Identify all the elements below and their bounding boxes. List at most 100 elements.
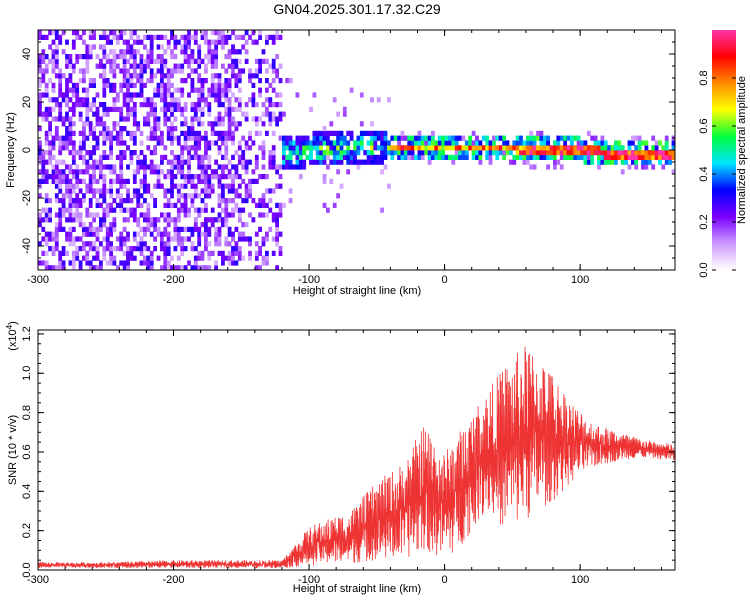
spectrogram-cell [217,73,222,79]
spectrogram-cell [68,169,73,175]
spectrogram-cell [163,193,168,199]
spectrogram-cell [542,154,547,160]
spectrogram-cell [85,44,90,50]
spectrogram-cell [112,226,117,232]
spectrogram-cell [146,63,151,69]
spectrogram-cell [38,106,42,112]
spectrogram-cell [126,250,130,256]
spectrogram-cell [38,212,42,218]
spectrogram-cell [285,140,290,146]
spectrogram-cell [61,159,66,165]
spectrogram-cell [48,106,52,112]
spectrogram-cell [160,231,164,237]
spectrogram-cell [417,154,422,160]
spectrogram-cell [183,159,188,165]
spectrogram-cell [132,140,137,146]
spectrogram-cell [295,145,300,151]
spectrogram-cell [217,34,222,40]
spectrogram-cell [254,121,259,127]
spectrogram-cell [349,150,354,156]
spectrogram-cell [248,130,252,136]
spectrogram-cell [661,150,666,156]
spectrogram-cell [122,92,127,98]
spectrogram-cell [254,159,259,165]
spectrogram-cell [92,102,96,108]
spectrogram-cell [82,39,86,45]
spectrogram-cell [258,68,262,74]
spectrogram-cell [92,255,96,261]
spectrogram-cell [539,150,544,156]
spectrogram-cell [71,130,76,136]
spectrogram-cell [437,145,442,151]
spectrogram-cell [387,140,391,146]
spectrogram-cell [214,54,218,60]
spectrogram-cell [68,150,73,156]
spectrogram-cell [139,260,144,266]
snr-x-ticks: -300 -200 -100 0 100 [27,330,662,586]
spectrogram-cell [322,154,327,160]
spectrogram-cell [187,44,191,50]
spectrogram-cell [41,54,46,60]
spectrogram-cell [160,82,164,88]
spectrogram-cell [163,92,168,98]
spectrogram-cell [160,169,164,175]
spectrogram-cell [109,58,113,64]
spectrogram-cell [139,92,144,98]
spectrogram-cell [576,150,581,156]
spectrogram-cell [217,111,222,117]
spectrogram-cell [122,260,127,266]
spectrogram-cell [102,222,107,228]
spectrogram-cell [224,183,229,189]
spectrogram-cell [217,174,222,180]
spectrogram-cell [221,260,225,266]
spectrogram-cell [119,202,124,208]
spectrogram-cell [204,246,208,252]
spectrogram-cell [82,73,86,79]
spectrogram-cell [319,159,323,165]
spectrogram-cell [143,58,147,64]
spectrogram-cell [332,159,337,165]
spectrogram-cell [160,63,164,69]
spectrogram-cell [600,159,605,165]
spectrogram-cell [224,164,229,170]
spectrogram-cell [183,178,188,184]
spectrogram-cell [115,135,120,141]
spectrogram-cell [122,154,127,160]
spectrogram-cell [197,106,202,112]
spectrogram-cell [71,174,76,180]
spectrogram-cell [627,164,632,170]
spectrogram-cell [180,87,185,93]
spectrogram-cell [48,174,52,180]
spectrogram-cell [82,121,86,127]
spectrogram-cell [200,169,205,175]
spectrogram-cell [603,150,608,156]
spectrogram-cell [217,116,222,122]
spectrogram-cell [149,106,154,112]
spectrogram-cell [38,97,42,103]
spectrogram-cell [332,97,337,103]
spectrogram-cell [339,135,344,141]
spectrogram-cell [322,159,327,165]
spectrogram-cell [54,54,59,60]
spectrogram-cell [210,183,215,189]
figure-title: GN04.2025.301.17.32.C29 [273,1,441,17]
spectrogram-cell [129,97,134,103]
spectrogram-cell [61,202,66,208]
spectrogram-cell [397,145,401,151]
spectrogram-cell [251,116,256,122]
spectrogram-cell [234,246,239,252]
spectrogram-cell [44,231,49,237]
spectrogram-cell [193,183,198,189]
spectrogram-cell [495,150,500,156]
spectrogram-cell [92,150,96,156]
spectrogram-cell [187,154,191,160]
spectrogram-cell [224,140,229,146]
spectrogram-cell [241,111,246,117]
spectrogram-cell [583,150,588,156]
spectrogram-cell [82,78,86,84]
spectrogram-cell [44,92,49,98]
spectrogram-cell [166,159,171,165]
spectrogram-cell [214,159,218,165]
spectrogram-cell [129,135,134,141]
spectrogram-cell [207,154,212,160]
